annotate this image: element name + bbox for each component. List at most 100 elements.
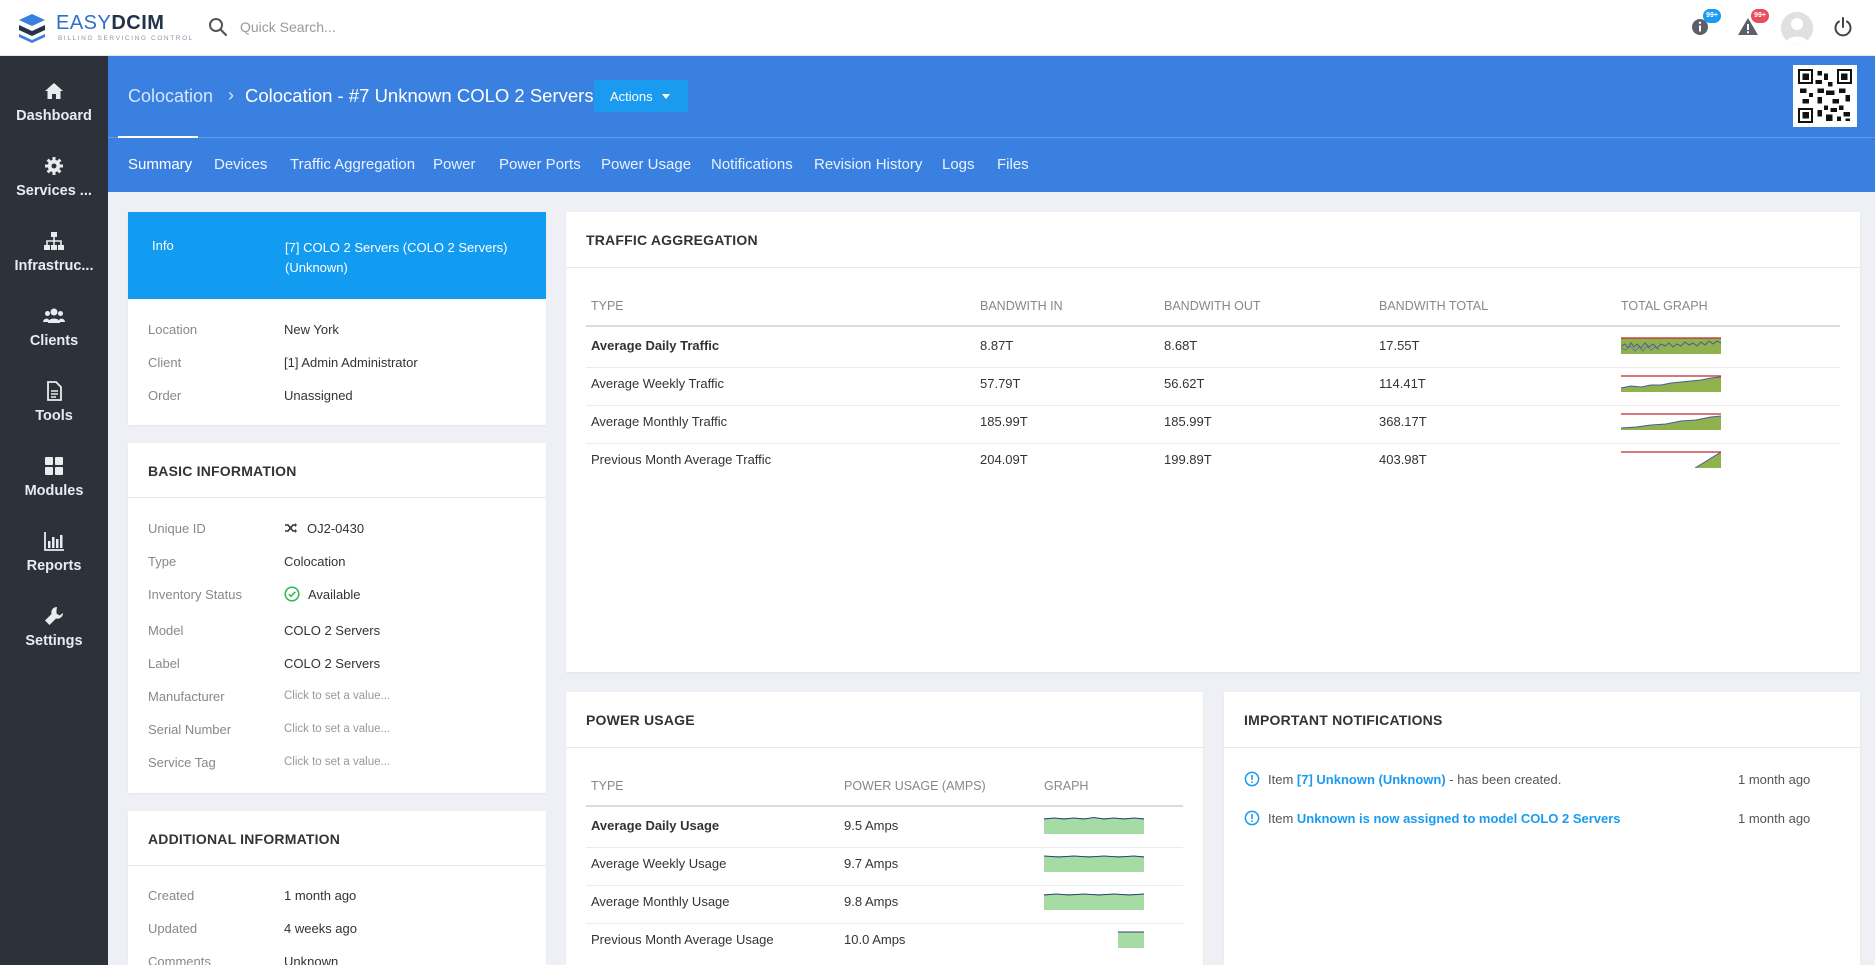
check-circle-icon (284, 586, 300, 602)
traffic-row-out: 56.62T (1164, 376, 1205, 391)
col-type-header: TYPE (591, 779, 624, 793)
order-label: Order (148, 388, 182, 403)
notification-time: 1 month ago (1738, 772, 1811, 787)
power-sparkline[interactable] (1044, 854, 1144, 872)
info-card: Info [7] COLO 2 Servers (COLO 2 Servers)… (128, 212, 546, 425)
col-total-graph-header: TOTAL GRAPH (1621, 299, 1708, 313)
search-icon[interactable] (208, 17, 228, 37)
info-notifications-button[interactable]: 99+ (1688, 9, 1721, 39)
alerts-badge: 99+ (1751, 9, 1769, 23)
page-title: Colocation - #7 Unknown COLO 2 Servers (245, 85, 594, 106)
created-label: Created (148, 888, 195, 903)
sitemap-icon (44, 232, 64, 250)
traffic-row-type: Previous Month Average Traffic (591, 452, 772, 467)
traffic-row-type: Average Daily Traffic (591, 338, 720, 353)
power-row-type: Average Weekly Usage (591, 856, 727, 871)
col-type-header: TYPE (591, 299, 624, 313)
tab-power-usage[interactable]: Power Usage (601, 156, 692, 173)
power-row-type: Average Monthly Usage (591, 894, 730, 909)
sidebar-item-reports[interactable]: Reports (0, 518, 108, 593)
notification-link[interactable]: [7] Unknown (Unknown) (1296, 772, 1446, 787)
power-sparkline[interactable] (1044, 892, 1144, 910)
traffic-sparkline[interactable] (1621, 450, 1721, 468)
updated-value: 4 weeks ago (284, 921, 357, 936)
power-row-type: Previous Month Average Usage (591, 932, 774, 947)
table-header-divider (586, 805, 1183, 807)
traffic-row-in: 204.09T (980, 452, 1028, 467)
power-row-value: 10.0 Amps (844, 932, 906, 947)
sidebar-item-label: Settings (25, 633, 83, 649)
card-divider (128, 865, 546, 866)
sidebar-item-modules[interactable]: Modules (0, 443, 108, 518)
tab-devices[interactable]: Devices (214, 156, 268, 173)
location-label: Location (148, 322, 198, 337)
traffic-sparkline[interactable] (1621, 412, 1721, 430)
card-divider (566, 267, 1860, 268)
traffic-row-in: 8.87T (980, 338, 1014, 353)
serial-number-label: Serial Number (148, 722, 232, 737)
sidebar-item-infrastructure[interactable]: Infrastruc... (0, 218, 108, 293)
col-bandwidth-out-header: BANDWITH OUT (1164, 299, 1261, 313)
additional-information-card: ADDITIONAL INFORMATION Created 1 month a… (128, 811, 546, 965)
col-bandwidth-in-header: BANDWITH IN (980, 299, 1063, 313)
avatar[interactable] (1781, 12, 1813, 44)
table-row-divider (586, 847, 1183, 848)
card-divider (1224, 747, 1860, 748)
type-value: Colocation (284, 554, 346, 569)
created-value: 1 month ago (284, 888, 357, 903)
serial-number-editable-field[interactable]: Click to set a value... (284, 723, 391, 735)
tab-revision-history[interactable]: Revision History (814, 156, 923, 173)
traffic-row-out: 199.89T (1164, 452, 1212, 467)
label-label: Label (148, 656, 180, 671)
info-label: Info (152, 238, 174, 253)
logo-name: EASYDCIM (56, 12, 165, 34)
actions-dropdown-button[interactable]: Actions (594, 80, 688, 112)
logo[interactable]: EASYDCIM BILLING SERVICING CONTROL (18, 10, 192, 46)
client-value[interactable]: [1] Admin Administrator (284, 355, 418, 370)
sidebar-item-clients[interactable]: Clients (0, 293, 108, 368)
service-tag-editable-field[interactable]: Click to set a value... (284, 756, 391, 768)
basic-information-title: BASIC INFORMATION (148, 463, 297, 479)
tab-traffic-aggregation[interactable]: Traffic Aggregation (290, 156, 416, 173)
active-tab-indicator (118, 136, 198, 138)
alert-circle-icon (1244, 771, 1260, 787)
traffic-aggregation-title: TRAFFIC AGGREGATION (586, 232, 758, 248)
qr-code[interactable] (1793, 65, 1857, 127)
important-notifications-card: IMPORTANT NOTIFICATIONS Item [7] Unknown… (1224, 692, 1860, 965)
breadcrumb-colocation[interactable]: Colocation (128, 86, 214, 106)
document-icon (47, 381, 62, 401)
tab-power[interactable]: Power (433, 156, 476, 173)
label-value: COLO 2 Servers (284, 656, 381, 671)
tab-files[interactable]: Files (997, 156, 1029, 173)
traffic-sparkline[interactable] (1621, 336, 1721, 354)
power-sparkline[interactable] (1044, 930, 1144, 948)
user-avatar-icon (1781, 12, 1813, 44)
sidebar-item-services[interactable]: Services ... (0, 143, 108, 218)
search-input[interactable] (240, 14, 560, 40)
actions-label: Actions (610, 88, 653, 104)
table-row-divider (586, 367, 1840, 368)
tab-summary[interactable]: Summary (128, 156, 193, 173)
alerts-button[interactable]: 99+ (1736, 9, 1769, 39)
notification-text: Item [7] Unknown (Unknown) - has been cr… (1268, 772, 1562, 787)
tab-logs[interactable]: Logs (942, 156, 975, 173)
sidebar-item-dashboard[interactable]: Dashboard (0, 68, 108, 143)
logout-power-icon[interactable] (1832, 16, 1854, 38)
sidebar-item-label: Tools (35, 408, 73, 424)
gear-icon (45, 157, 63, 175)
traffic-row-total: 368.17T (1379, 414, 1427, 429)
table-header-divider (586, 325, 1840, 327)
sidebar-item-label: Dashboard (16, 108, 92, 124)
caret-down-icon (662, 94, 670, 99)
power-usage-card: POWER USAGE TYPE POWER USAGE (AMPS) GRAP… (566, 692, 1203, 965)
power-sparkline[interactable] (1044, 816, 1144, 834)
tab-notifications[interactable]: Notifications (711, 156, 793, 173)
manufacturer-editable-field[interactable]: Click to set a value... (284, 690, 391, 702)
sidebar-item-settings[interactable]: Settings (0, 593, 108, 668)
info-badge: 99+ (1703, 9, 1721, 23)
traffic-sparkline[interactable] (1621, 374, 1721, 392)
sidebar-item-tools[interactable]: Tools (0, 368, 108, 443)
notification-link[interactable]: Unknown is now assigned to model COLO 2 … (1296, 811, 1621, 826)
tab-power-ports[interactable]: Power Ports (499, 156, 581, 173)
alert-circle-icon (1244, 810, 1260, 826)
